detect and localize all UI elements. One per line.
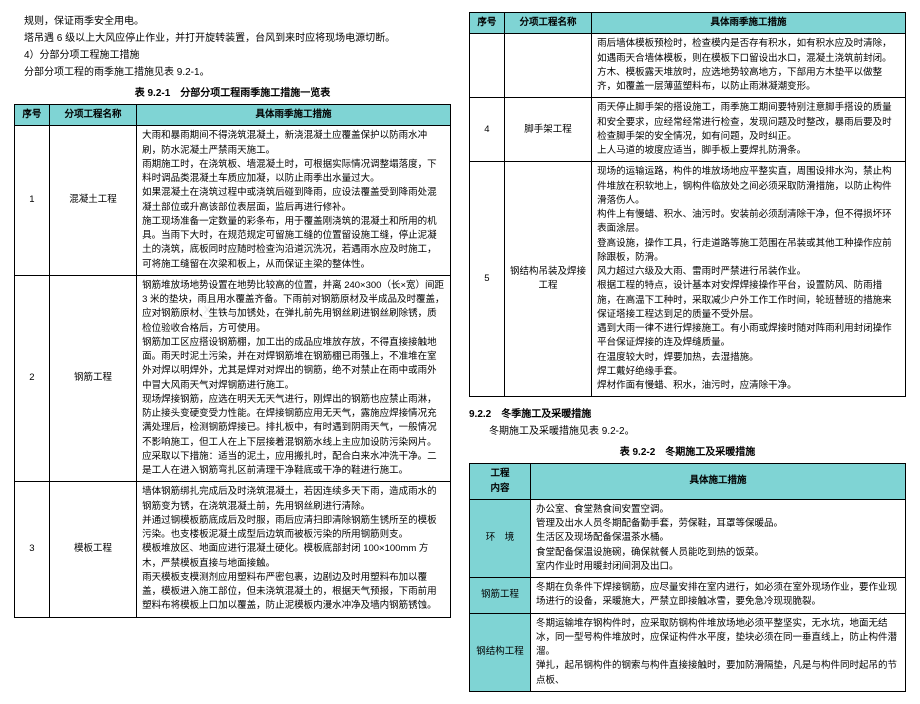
cell-name: 钢筋工程 [470,578,531,614]
cell-name [504,34,591,98]
intro-line-3: 4）分部分项工程施工措施 [14,48,451,63]
cell-seq: 2 [15,275,50,482]
table-head-row: 序号 分项工程名称 具体雨季施工措施 [15,105,451,126]
col-seq: 序号 [470,13,505,34]
col-measure: 具体施工措施 [531,464,906,500]
cell-text: 冬期运输堆存钢构件时，应采取防钢构件堆放场地必须平整坚实，无水坑，地面无结冰，同… [531,613,906,691]
cell-name: 钢结构吊装及焊接工程 [504,162,591,397]
table-head-row: 序号 分项工程名称 具体雨季施工措施 [470,13,906,34]
cell-text: 雨天停止脚手架的搭设施工，雨季施工期间要特别注意脚手搭设的质量和安全要求，应经常… [592,98,906,162]
table-9-2-2-title: 表 9.2-2 冬期施工及采暖措施 [469,445,906,460]
col-measure: 具体雨季施工措施 [137,105,451,126]
col-measure: 具体雨季施工措施 [592,13,906,34]
col-name: 分项工程名称 [49,105,136,126]
section-9-2-2-line: 冬期施工及采暖措施见表 9.2-2。 [479,424,906,439]
cell-text-inner: 钢筋堆放场地势设置在地势比较高的位置，并离 240×300（长×宽）间距 3 米… [142,280,444,476]
cell-name: 钢结构工程 [470,613,531,691]
cell-text: 办公室、食堂熟食间安置空调。管理及出水人员冬期配备勤手套，劳保鞋，耳罩等保暖品。… [531,499,906,577]
intro-line-1: 规则，保证雨季安全用电。 [14,14,451,29]
cell-seq [470,34,505,98]
table-9-2-1-title: 表 9.2-1 分部分项工程雨季施工措施一览表 [14,86,451,101]
intro-line-2: 塔吊遇 6 级以上大风应停止作业，并打开旋转装置，台风到来时应将现场电源切断。 [14,31,451,46]
table-row: 环 境 办公室、食堂熟食间安置空调。管理及出水人员冬期配备勤手套，劳保鞋，耳罩等… [470,499,906,577]
table-row: 钢筋工程 冬期在负条件下焊接钢筋，应尽量安排在室内进行，如必须在室外现场作业，要… [470,578,906,614]
table-head-row: 工程内容 具体施工措施 [470,464,906,500]
cell-name: 混凝土工程 [49,126,136,276]
col-name: 分项工程名称 [504,13,591,34]
table-row: 1 混凝土工程 大雨和暴雨期间不得浇筑混凝土，新浇混凝土应覆盖保护以防雨水冲刷，… [15,126,451,276]
cell-text: ⓧ 现场的运输运路，构件的堆放场地应平整实直，周围设排水沟，禁止构件堆放在积软地… [592,162,906,397]
table-9-2-2: 工程内容 具体施工措施 环 境 办公室、食堂熟食间安置空调。管理及出水人员冬期配… [469,463,906,692]
cell-text: 冬期在负条件下焊接钢筋，应尽量安排在室内进行，如必须在室外现场作业，要作业现场进… [531,578,906,614]
cell-text: 墙体钢筋绑扎完成后及时浇筑混凝土，若因连续多天下雨，造成雨水的钢筋变为锈，在浇筑… [137,482,451,617]
table-9-2-1: 序号 分项工程名称 具体雨季施工措施 1 混凝土工程 大雨和暴雨期间不得浇筑混凝… [14,104,451,618]
cell-text: 雨后墙体模板预检时，检查模内是否存有积水，如有积水应及时清除，如遇雨天合墙体模板… [592,34,906,98]
cell-text: ⓧ 钢筋堆放场地势设置在地势比较高的位置，并离 240×300（长×宽）间距 3… [137,275,451,482]
cell-text: 大雨和暴雨期间不得浇筑混凝土，新浇混凝土应覆盖保护以防雨水冲刷，防水泥凝土严禁雨… [137,126,451,276]
cell-name: 钢筋工程 [49,275,136,482]
cell-name: 环 境 [470,499,531,577]
cell-seq: 1 [15,126,50,276]
col-seq: 序号 [15,105,50,126]
cell-name: 脚手架工程 [504,98,591,162]
table-9-2-1-cont: 序号 分项工程名称 具体雨季施工措施 雨后墙体模板预检时，检查模内是否存有积水，… [469,12,906,397]
table-row: 钢结构工程 冬期运输堆存钢构件时，应采取防钢构件堆放场地必须平整坚实，无水坑，地… [470,613,906,691]
col-content: 工程内容 [470,464,531,500]
section-9-2-2-title: 9.2.2 冬季施工及采暖措施 [469,407,906,422]
cell-seq: 5 [470,162,505,397]
table-row: 3 模板工程 墙体钢筋绑扎完成后及时浇筑混凝土，若因连续多天下雨，造成雨水的钢筋… [15,482,451,617]
table-row: 2 钢筋工程 ⓧ 钢筋堆放场地势设置在地势比较高的位置，并离 240×300（长… [15,275,451,482]
intro-line-4: 分部分项工程的雨季施工措施见表 9.2-1。 [14,65,451,80]
table-row: 4 脚手架工程 雨天停止脚手架的搭设施工，雨季施工期间要特别注意脚手搭设的质量和… [470,98,906,162]
cell-seq: 3 [15,482,50,617]
cell-name: 模板工程 [49,482,136,617]
table-row: 雨后墙体模板预检时，检查模内是否存有积水，如有积水应及时清除，如遇雨天合墙体模板… [470,34,906,98]
table-row: 5 钢结构吊装及焊接工程 ⓧ 现场的运输运路，构件的堆放场地应平整实直，周围设排… [470,162,906,397]
cell-text-inner: 现场的运输运路，构件的堆放场地应平整实直，周围设排水沟，禁止构件堆放在积软地上，… [597,166,892,391]
cell-seq: 4 [470,98,505,162]
